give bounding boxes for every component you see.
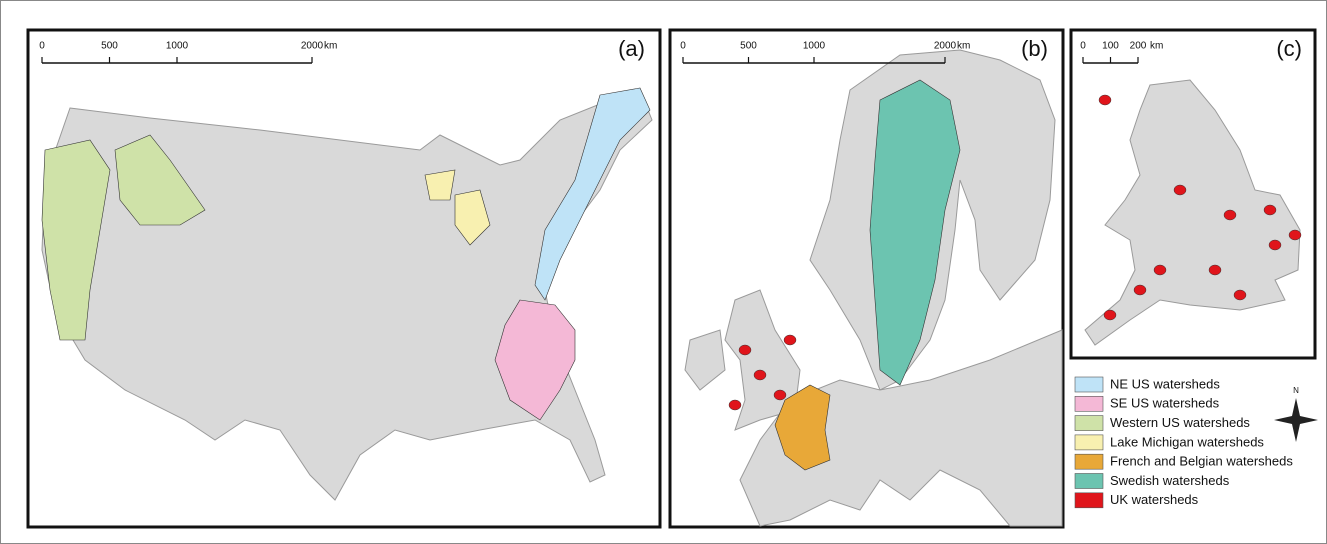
watershed	[1209, 265, 1221, 275]
watershed	[1234, 290, 1246, 300]
watershed	[774, 390, 786, 400]
watershed	[739, 345, 751, 355]
legend-swatch	[1075, 377, 1103, 392]
panel-label: (a)	[618, 36, 645, 61]
watershed	[425, 170, 455, 200]
panel-label: (c)	[1276, 36, 1302, 61]
scale-unit: km	[1150, 41, 1163, 52]
legend-swatch	[1075, 416, 1103, 431]
scale-unit: km	[324, 41, 337, 52]
scale-tick-label: 500	[740, 41, 757, 52]
panel-label: (b)	[1021, 36, 1048, 61]
watershed	[784, 335, 796, 345]
legend-swatch	[1075, 396, 1103, 411]
legend-swatch	[1075, 474, 1103, 489]
legend-label: French and Belgian watersheds	[1110, 454, 1293, 469]
scale-tick-label: 1000	[803, 41, 826, 52]
scale-tick-label: 2000	[934, 41, 957, 52]
legend-label: Swedish watersheds	[1110, 473, 1230, 488]
legend-label: UK watersheds	[1110, 492, 1199, 507]
scale-tick-label: 2000	[301, 41, 324, 52]
watershed	[1099, 95, 1111, 105]
watershed	[1134, 285, 1146, 295]
watershed	[1289, 230, 1301, 240]
scale-tick-label: 100	[1102, 41, 1119, 52]
watershed	[754, 370, 766, 380]
figure: N (a)050010002000km(b)050010002000km(c)0…	[0, 0, 1327, 544]
watershed	[1264, 205, 1276, 215]
scale-tick-label: 1000	[166, 41, 189, 52]
legend-label: Western US watersheds	[1110, 415, 1250, 430]
legend-swatch	[1075, 435, 1103, 450]
scale-tick-label: 500	[101, 41, 118, 52]
watershed	[729, 400, 741, 410]
scale-unit: km	[957, 41, 970, 52]
legend-label: SE US watersheds	[1110, 396, 1220, 411]
scale-tick-label: 200	[1130, 41, 1147, 52]
legend-label: Lake Michigan watersheds	[1110, 434, 1264, 449]
watershed	[1224, 210, 1236, 220]
compass-label: N	[1293, 386, 1299, 395]
legend-label: NE US watersheds	[1110, 376, 1220, 391]
scale-tick-label: 0	[680, 41, 686, 52]
watershed	[1154, 265, 1166, 275]
watershed	[1269, 240, 1281, 250]
watershed	[1174, 185, 1186, 195]
scale-tick-label: 0	[1080, 41, 1086, 52]
legend-swatch	[1075, 493, 1103, 508]
scale-tick-label: 0	[39, 41, 45, 52]
watershed	[1104, 310, 1116, 320]
legend-swatch	[1075, 454, 1103, 469]
